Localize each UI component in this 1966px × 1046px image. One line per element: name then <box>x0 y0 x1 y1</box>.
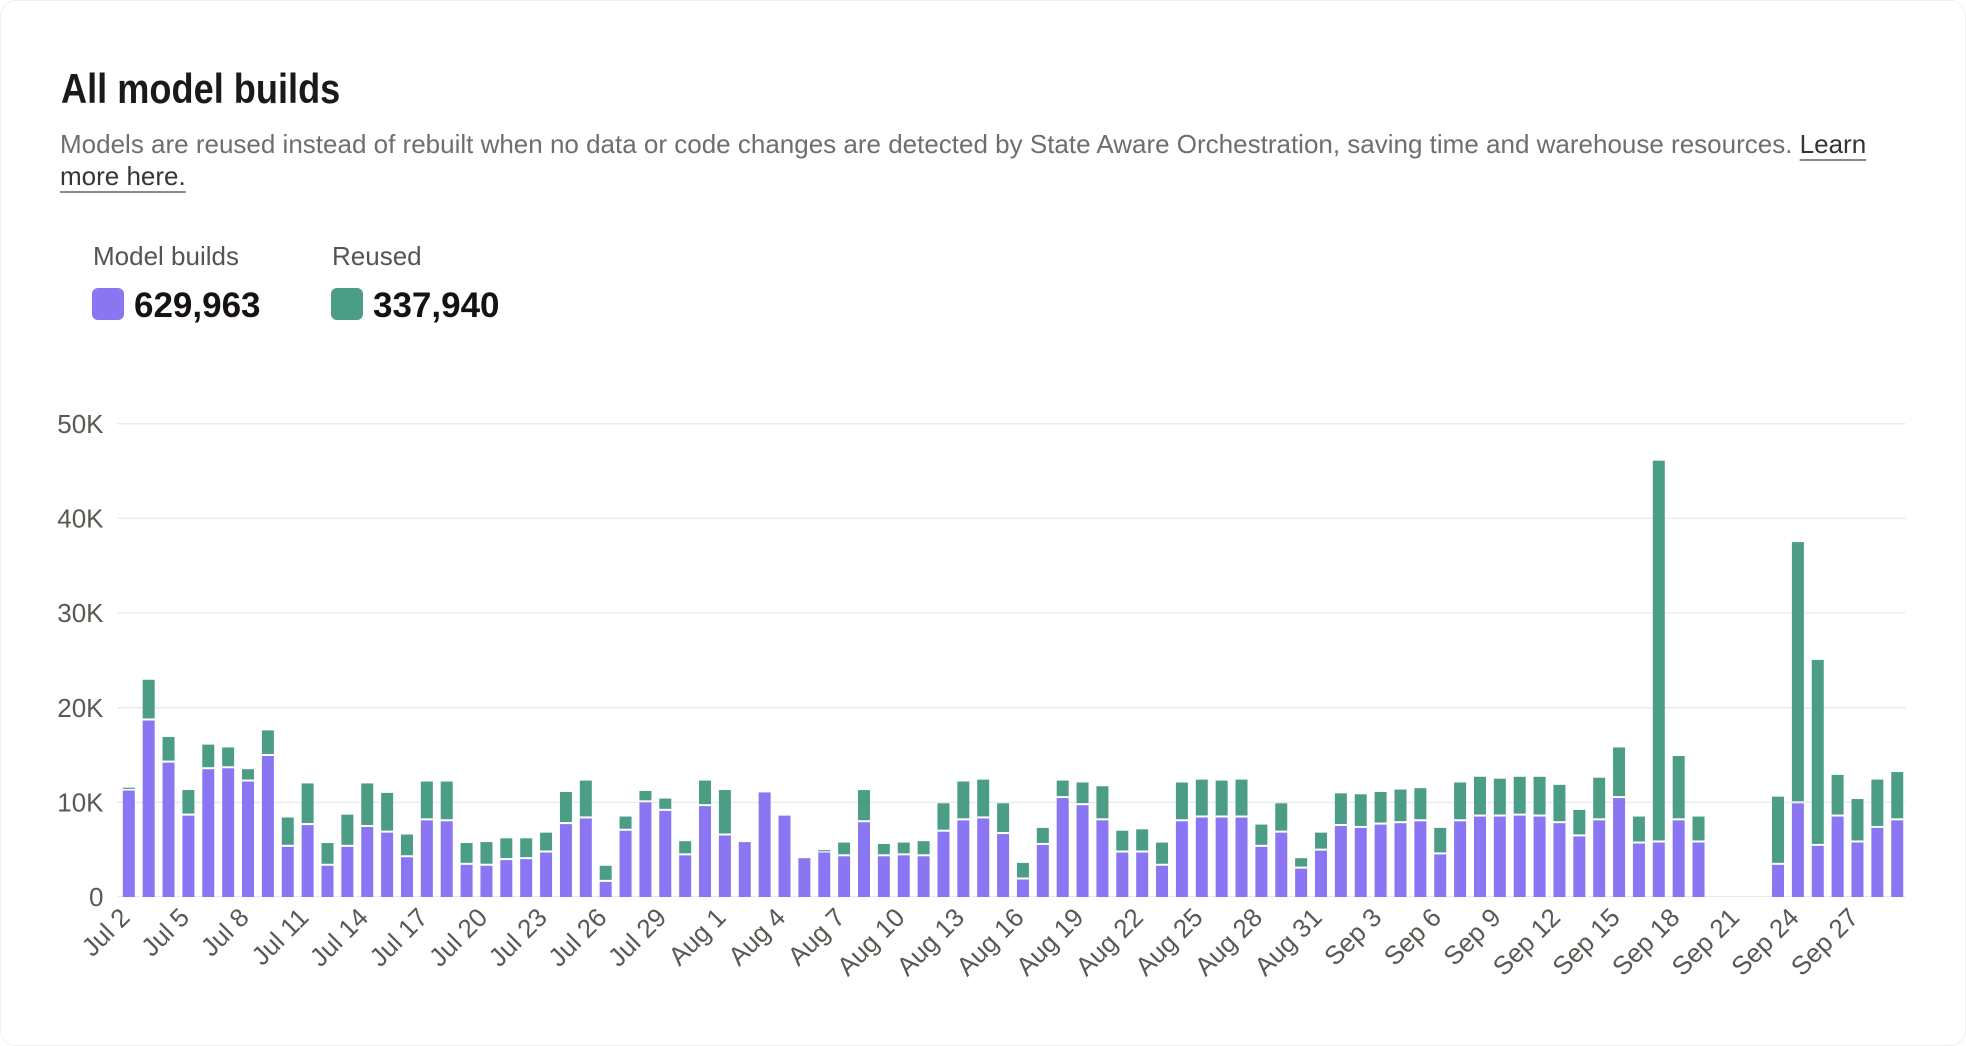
svg-text:Aug 4: Aug 4 <box>722 902 791 971</box>
svg-text:Jul 11: Jul 11 <box>245 902 314 971</box>
svg-text:Jul 17: Jul 17 <box>363 902 433 972</box>
svg-text:Sep 6: Sep 6 <box>1378 902 1447 971</box>
svg-text:20K: 20K <box>57 693 104 723</box>
svg-text:Aug 13: Aug 13 <box>891 902 970 981</box>
svg-text:Jul 23: Jul 23 <box>483 902 553 972</box>
svg-text:Sep 27: Sep 27 <box>1785 902 1864 981</box>
svg-text:30K: 30K <box>57 598 104 628</box>
svg-text:Jul 8: Jul 8 <box>195 902 255 962</box>
svg-text:50K: 50K <box>57 409 104 439</box>
svg-text:Jul 29: Jul 29 <box>602 902 672 972</box>
svg-text:Sep 3: Sep 3 <box>1318 902 1387 971</box>
svg-text:40K: 40K <box>57 504 104 534</box>
svg-text:Jul 2: Jul 2 <box>75 902 135 962</box>
svg-text:Sep 15: Sep 15 <box>1546 902 1625 981</box>
svg-text:Jul 20: Jul 20 <box>423 902 493 972</box>
svg-text:Aug 31: Aug 31 <box>1248 902 1327 981</box>
svg-text:0: 0 <box>89 882 103 912</box>
svg-text:Jul 5: Jul 5 <box>135 902 195 962</box>
svg-text:Aug 1: Aug 1 <box>662 902 731 971</box>
svg-text:Jul 14: Jul 14 <box>304 902 374 972</box>
svg-text:Jul 26: Jul 26 <box>542 902 612 972</box>
svg-text:10K: 10K <box>57 788 104 818</box>
